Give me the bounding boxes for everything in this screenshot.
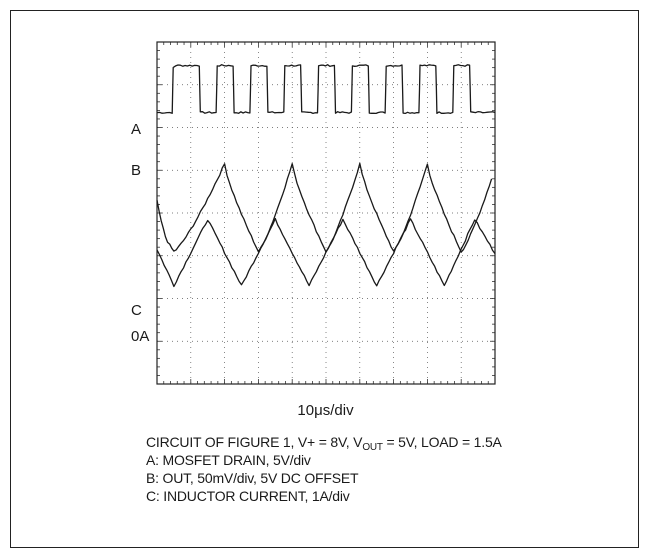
figure-frame [10, 10, 639, 548]
trace-c [156, 217, 496, 288]
trace-a [156, 64, 496, 115]
channel-label-b: B [131, 162, 142, 179]
caption-line-b: B: OUT, 50mV/div, 5V DC OFFSET [146, 470, 359, 486]
caption-line-1-tail: = 5V, LOAD = 1.5A [382, 434, 502, 450]
trace-b [156, 162, 493, 253]
channel-label-c: C [131, 302, 142, 319]
time-scale-label: 10μs/div [297, 402, 354, 419]
zero-amp-label: 0A [131, 328, 150, 345]
caption-line-1: CIRCUIT OF FIGURE 1, V+ = 8V, V [146, 434, 363, 450]
caption-line-circuit: CIRCUIT OF FIGURE 1, V+ = 8V, VOUT = 5V,… [146, 433, 502, 453]
caption-line-a: A: MOSFET DRAIN, 5V/div [146, 452, 311, 468]
screen-border [156, 41, 496, 385]
caption: CIRCUIT OF FIGURE 1, V+ = 8V, VOUT = 5V,… [146, 433, 502, 505]
channel-label-a: A [131, 121, 142, 138]
graticule [156, 41, 496, 385]
caption-line-c: C: INDUCTOR CURRENT, 1A/div [146, 488, 350, 504]
vout-subscript: OUT [362, 442, 383, 453]
